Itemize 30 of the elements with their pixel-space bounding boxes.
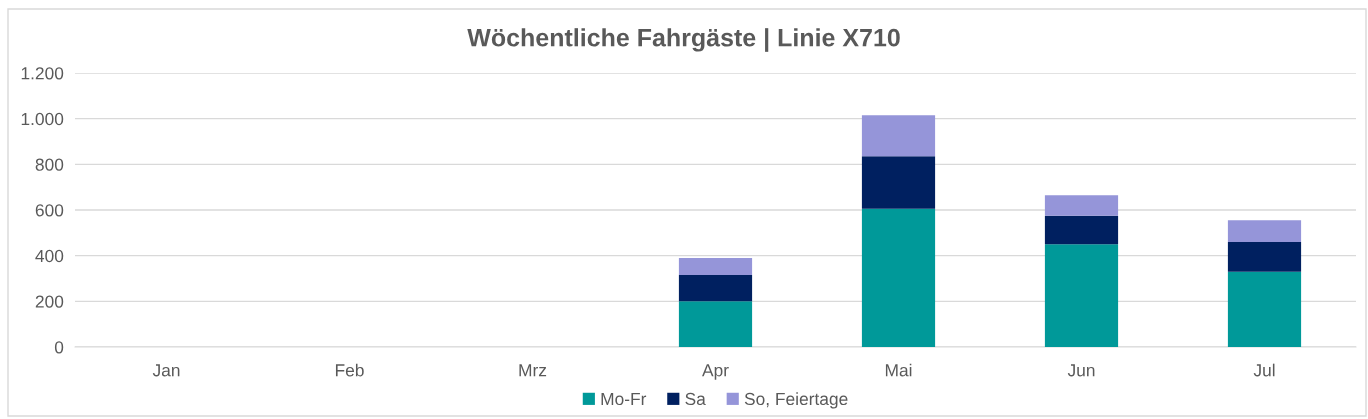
- bar: [1044, 215, 1119, 245]
- legend-label: Mo-Fr: [601, 392, 647, 406]
- x-tick-label: Feb: [335, 363, 364, 377]
- legend-label: Sa: [685, 392, 706, 406]
- x-tick-label: Jun: [1067, 364, 1095, 377]
- bar: [861, 115, 936, 157]
- bar: [861, 208, 936, 347]
- x-tick-label: Apr: [702, 364, 729, 380]
- x-tick-label: Jul: [1253, 363, 1275, 377]
- y-tick-label: 1.000: [21, 112, 64, 126]
- bar: [1044, 195, 1119, 216]
- x-tick-label: Mai: [885, 363, 912, 377]
- bar: [678, 257, 753, 276]
- bar: [1227, 220, 1302, 242]
- y-tick-label: 600: [35, 204, 64, 217]
- y-tick-label: 200: [35, 295, 64, 308]
- y-tick-label: 0: [54, 341, 64, 354]
- x-tick-label: Jan: [152, 364, 180, 377]
- bar: [1227, 241, 1302, 272]
- y-tick-label: 1.200: [21, 67, 64, 80]
- bar: [861, 156, 936, 209]
- bar: [1227, 271, 1302, 347]
- bar: [678, 275, 753, 302]
- y-tick-label: 400: [35, 249, 64, 263]
- y-tick-label: 800: [35, 158, 64, 171]
- bar: [678, 301, 753, 347]
- bar: [1044, 244, 1119, 347]
- legend-label: So, Feiertage: [744, 392, 848, 409]
- chart-title: Wöchentliche Fahrgäste | Linie X710: [467, 28, 900, 52]
- x-tick-label: Mrz: [519, 364, 547, 377]
